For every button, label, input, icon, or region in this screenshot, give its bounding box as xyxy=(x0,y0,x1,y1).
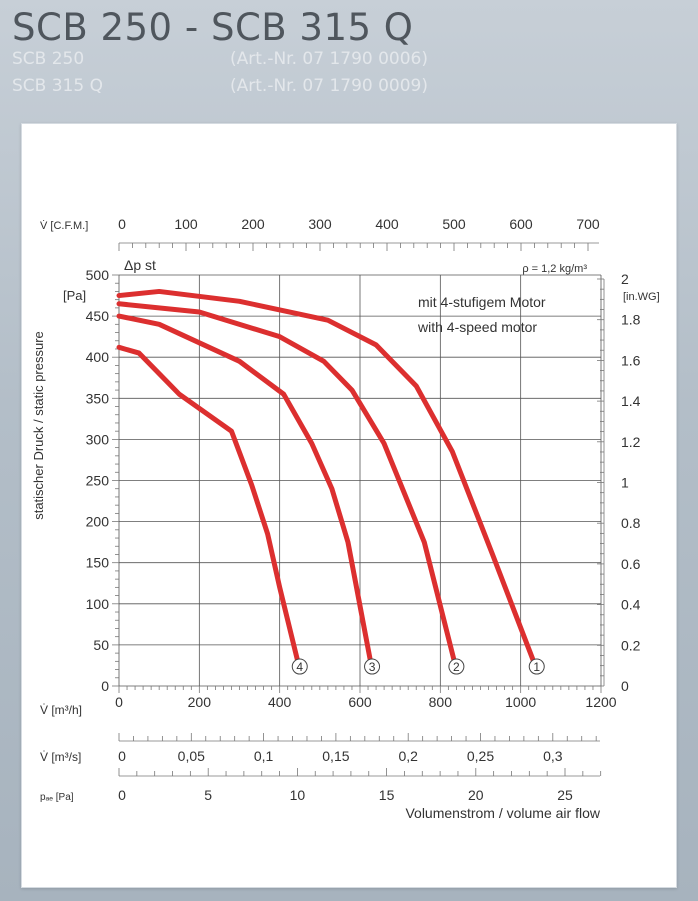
cfm-tick-label: 400 xyxy=(375,216,399,232)
model-art-1: (Art.-Nr. 07 1790 0006) xyxy=(230,49,429,69)
inwg-tick-label: 0.8 xyxy=(621,515,641,531)
x-tick-label: 200 xyxy=(188,694,212,710)
inwg-tick-label: 1.2 xyxy=(621,434,641,450)
pdyn-tick-label: 20 xyxy=(468,787,484,803)
page-title: SCB 250 - SCB 315 Q xyxy=(12,6,414,49)
curve-label: 3 xyxy=(369,660,376,674)
x-tick-label: 400 xyxy=(268,694,292,710)
m3s-axis-label: V̇ [m³/s] xyxy=(40,750,81,764)
m3s-tick-label: 0,3 xyxy=(543,748,563,764)
curve-label-badge xyxy=(291,658,308,675)
x-tick-label: 600 xyxy=(348,694,372,710)
curve-label: 2 xyxy=(453,660,460,674)
y-tick-label: 150 xyxy=(86,555,110,571)
m3s-tick-label: 0,05 xyxy=(178,748,205,764)
cfm-tick-label: 300 xyxy=(308,216,332,232)
pdyn-tick-label: 15 xyxy=(379,787,395,803)
cfm-axis-label: V̇ [C.F.M.] xyxy=(40,219,88,232)
cfm-tick-label: 600 xyxy=(509,216,533,232)
y-tick-label: 200 xyxy=(86,514,110,530)
fan-curve-3 xyxy=(116,313,375,673)
y-tick-label: 300 xyxy=(86,431,110,447)
y-tick-label: 0 xyxy=(101,678,109,694)
curve-label-badge xyxy=(528,658,545,675)
curve-label: 4 xyxy=(296,660,303,674)
fan-curve-4 xyxy=(116,344,303,673)
x-tick-label: 800 xyxy=(429,694,453,710)
x-tick-label: 1000 xyxy=(505,694,536,710)
inwg-tick-label: 0.4 xyxy=(621,597,641,613)
header: SCB 250 - SCB 315 Q SCB 250 (Art.-Nr. 07… xyxy=(0,0,698,115)
motor-note-en: with 4-speed motor xyxy=(417,319,537,335)
curve-label-badge xyxy=(364,658,381,675)
x-tick-label: 0 xyxy=(115,694,123,710)
curve-label: 1 xyxy=(533,660,540,674)
inwg-tick-label: 0 xyxy=(621,678,629,694)
y-tick-label: 450 xyxy=(86,308,110,324)
cfm-tick-label: 500 xyxy=(442,216,466,232)
inwg-tick-label: 0.6 xyxy=(621,556,641,572)
cfm-tick-label: 100 xyxy=(174,216,198,232)
motor-note-de: mit 4-stufigem Motor xyxy=(418,294,546,310)
y-tick-label: 500 xyxy=(86,267,110,283)
pdyn-tick-label: 5 xyxy=(204,787,212,803)
pdyn-tick-label: 0 xyxy=(118,787,126,803)
m3s-tick-label: 0,1 xyxy=(254,748,274,764)
curve-label-badge xyxy=(448,658,465,675)
y-tick-label: 50 xyxy=(93,637,109,653)
chart-panel xyxy=(21,123,677,888)
fan-curve-1 xyxy=(116,288,540,673)
cfm-tick-label: 0 xyxy=(118,216,126,232)
fan-curve-2 xyxy=(116,301,459,673)
cfm-tick-label: 200 xyxy=(241,216,265,232)
x-axis-label: Volumenstrom / volume air flow xyxy=(405,805,600,821)
cfm-tick-label: 700 xyxy=(576,216,600,232)
density-note: ρ = 1,2 kg/m³ xyxy=(522,263,587,275)
model-name-2: SCB 315 Q xyxy=(12,76,103,96)
x-unit-label: V̇ [m³/h] xyxy=(40,703,82,717)
pdyn-axis-label: pₐₑ [Pa] xyxy=(40,792,74,803)
inwg-axis-label: [in.WG] xyxy=(623,291,660,303)
m3s-tick-label: 0,2 xyxy=(398,748,418,764)
inwg-tick-label: 1.8 xyxy=(621,312,641,328)
inwg-tick-label: 1.4 xyxy=(621,393,641,409)
m3s-tick-label: 0 xyxy=(118,748,126,764)
inwg-tick-label: 1.6 xyxy=(621,352,641,368)
y-tick-label: 400 xyxy=(86,349,110,365)
y-axis-label: statischer Druck / static pressure xyxy=(31,331,46,520)
y-unit-label: [Pa] xyxy=(63,288,86,303)
pdyn-tick-label: 25 xyxy=(557,787,573,803)
model-name-1: SCB 250 xyxy=(12,49,85,69)
inwg-tick-label: 1 xyxy=(621,475,629,491)
pdyn-tick-label: 10 xyxy=(290,787,306,803)
m3s-tick-label: 0,25 xyxy=(467,748,494,764)
y-tick-label: 250 xyxy=(86,473,110,489)
x-tick-label: 1200 xyxy=(585,694,616,710)
m3s-tick-label: 0,15 xyxy=(322,748,349,764)
y-tick-label: 100 xyxy=(86,596,110,612)
inwg-tick-label: 0.2 xyxy=(621,637,641,653)
y-symbol-label: Δp st xyxy=(124,257,156,273)
inwg-tick-label: 2 xyxy=(621,271,629,287)
model-art-2: (Art.-Nr. 07 1790 0009) xyxy=(230,76,429,96)
y-tick-label: 350 xyxy=(86,390,110,406)
